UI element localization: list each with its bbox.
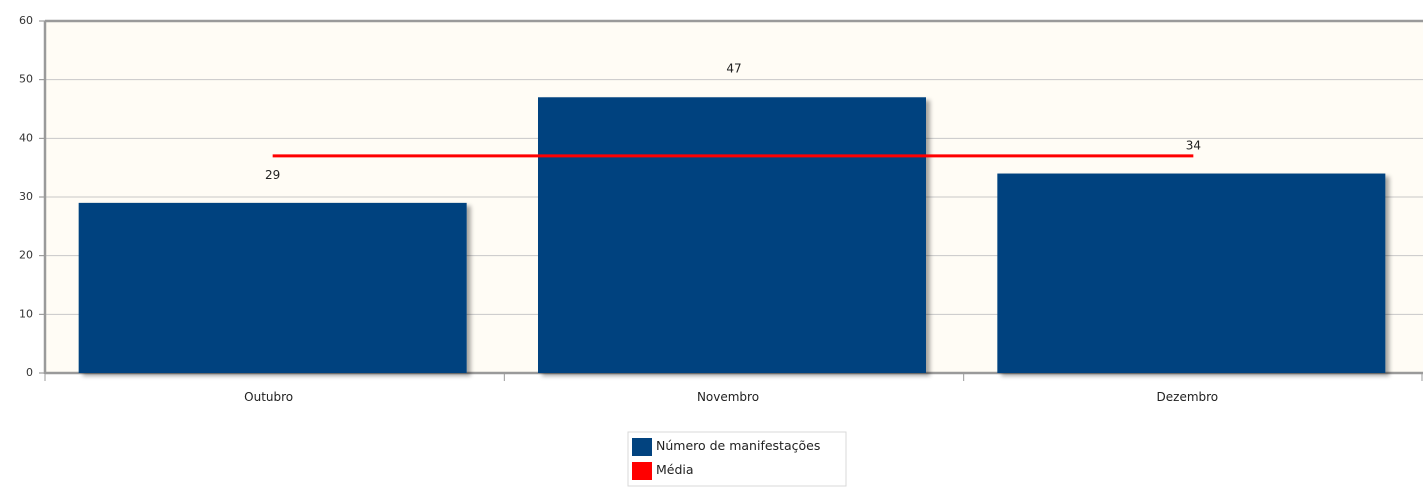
data-label-novembro: 47 [726,61,741,75]
y-tick-label: 0 [26,366,33,379]
y-tick-label: 40 [19,131,33,144]
x-category-label: Dezembro [1157,390,1219,404]
data-labels: 29 47 34 [265,61,1201,182]
bar-dezembro [997,173,1386,373]
legend-swatch-1 [632,462,652,480]
data-label-outubro: 29 [265,168,280,182]
y-tick-label: 50 [19,73,33,86]
y-tick-label: 10 [19,307,33,320]
legend-box [627,431,847,487]
bar-outubro [78,202,467,373]
y-tick-label: 30 [19,190,33,203]
legend-swatch-0 [632,438,652,456]
bars [78,97,1386,374]
data-label-dezembro: 34 [1186,139,1201,153]
legend-label-0: Número de manifestações [656,438,820,453]
y-tick-label: 20 [19,249,33,262]
bar-novembro [538,97,926,374]
x-category-label: Novembro [697,390,759,404]
legend-label-1: Média [656,462,694,477]
x-category-label: Outubro [244,390,293,404]
y-tick-label: 60 [19,14,33,27]
legend[interactable]: Número de manifestações Média [627,431,847,487]
